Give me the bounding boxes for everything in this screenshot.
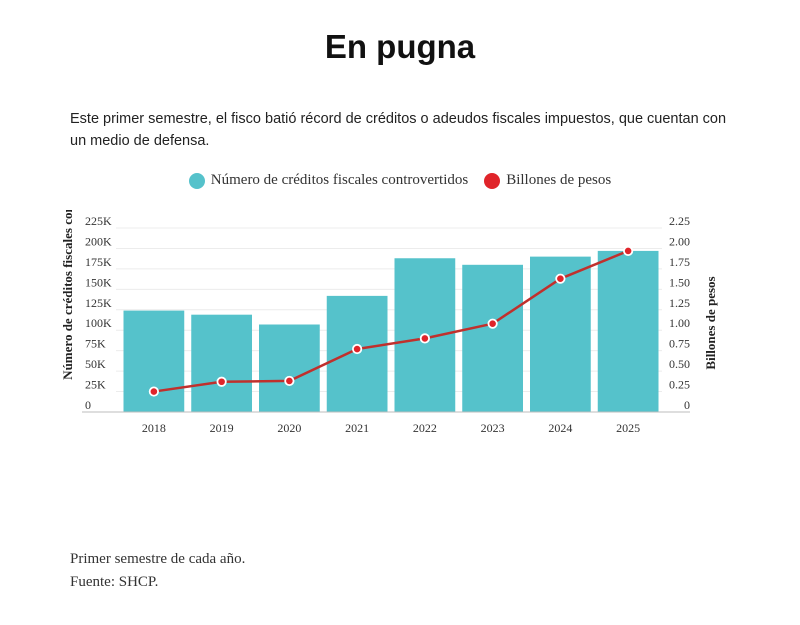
legend-label-billones: Billones de pesos xyxy=(506,172,612,188)
x-tick-label: 2024 xyxy=(548,421,572,435)
right-tick-label: 0.50 xyxy=(669,357,690,371)
left-tick-label: 25K xyxy=(85,378,106,392)
right-tick-label: 0 xyxy=(684,398,690,412)
x-tick-label: 2022 xyxy=(413,421,437,435)
chart-subtitle: Este primer semestre, el fisco batió réc… xyxy=(70,111,727,149)
point-2024[interactable] xyxy=(555,273,566,284)
chart-title: En pugna xyxy=(324,28,476,65)
x-tick-label: 2020 xyxy=(277,421,301,435)
right-tick-label: 2.00 xyxy=(669,234,690,248)
right-axis-ticks: 0 0.25 0.50 0.75 1.00 1.25 1.50 1.75 2.00 2.25 xyxy=(669,214,690,412)
left-axis-ticks: 0 25K 50K 75K 100K 125K 150K 175K 200K 225K xyxy=(85,214,112,412)
x-tick-label: 2018 xyxy=(142,421,166,435)
left-tick-label: 200K xyxy=(85,234,112,248)
line-billones xyxy=(153,249,629,393)
x-tick-label: 2025 xyxy=(616,421,640,435)
point-2023[interactable] xyxy=(487,318,498,329)
x-axis-ticks: 2018 2019 2020 2021 2022 2023 2024 2025 xyxy=(142,421,640,435)
note-semester: Primer semestre de cada año. xyxy=(70,551,246,567)
left-tick-label: 0 xyxy=(85,398,91,412)
right-tick-label: 1.50 xyxy=(669,275,690,289)
legend-swatch-creditos xyxy=(188,172,205,189)
chart-legend: Número de créditos fiscales controvertid… xyxy=(0,172,800,189)
point-2021[interactable] xyxy=(352,343,363,355)
legend-item-creditos[interactable]: Número de créditos fiscales controvertid… xyxy=(188,172,469,189)
point-2022[interactable] xyxy=(419,333,430,344)
left-tick-label: 225K xyxy=(85,214,112,228)
line-series xyxy=(148,245,634,397)
right-tick-label: 1.75 xyxy=(669,255,690,269)
left-tick-label: 100K xyxy=(85,316,112,330)
left-tick-label: 50K xyxy=(85,357,106,371)
bar-series xyxy=(123,250,659,412)
legend-swatch-billones xyxy=(484,172,501,189)
bar-2018[interactable] xyxy=(123,310,185,412)
bar-2023[interactable] xyxy=(462,264,523,412)
legend-label-creditos: Número de créditos fiscales controvertid… xyxy=(210,172,469,188)
legend-item-billones[interactable]: Billones de pesos xyxy=(484,172,611,189)
x-tick-label: 2021 xyxy=(345,421,369,435)
left-tick-label: 175K xyxy=(85,255,112,269)
x-tick-label: 2019 xyxy=(210,421,234,435)
left-tick-label: 75K xyxy=(85,337,106,351)
bar-2025[interactable] xyxy=(597,250,659,412)
right-tick-label: 0.25 xyxy=(669,378,690,392)
left-axis-title: Número de créditos fiscales controvertid… xyxy=(60,144,75,380)
point-2018[interactable] xyxy=(148,386,159,397)
left-tick-label: 125K xyxy=(85,296,112,310)
x-tick-label: 2023 xyxy=(481,421,505,435)
point-2025[interactable] xyxy=(623,245,634,256)
bar-2019[interactable] xyxy=(191,314,252,412)
chart-notes: Primer semestre de cada año. Fuente: SHC… xyxy=(70,548,245,594)
right-tick-label: 2.25 xyxy=(669,214,690,228)
right-tick-label: 0.75 xyxy=(669,337,690,351)
right-tick-label: 1.00 xyxy=(669,316,690,330)
right-axis-title: Billones de pesos xyxy=(703,276,718,369)
bar-2020[interactable] xyxy=(259,324,320,412)
combo-chart: 0 25K 50K 75K 100K 125K 150K 175K 200K 225K 0 0.25… xyxy=(60,144,718,435)
right-tick-label: 1.25 xyxy=(669,296,690,310)
note-source: Fuente: SHCP. xyxy=(70,574,159,590)
point-2020[interactable] xyxy=(284,375,295,387)
left-tick-label: 150K xyxy=(85,275,112,289)
point-2019[interactable] xyxy=(216,376,227,387)
